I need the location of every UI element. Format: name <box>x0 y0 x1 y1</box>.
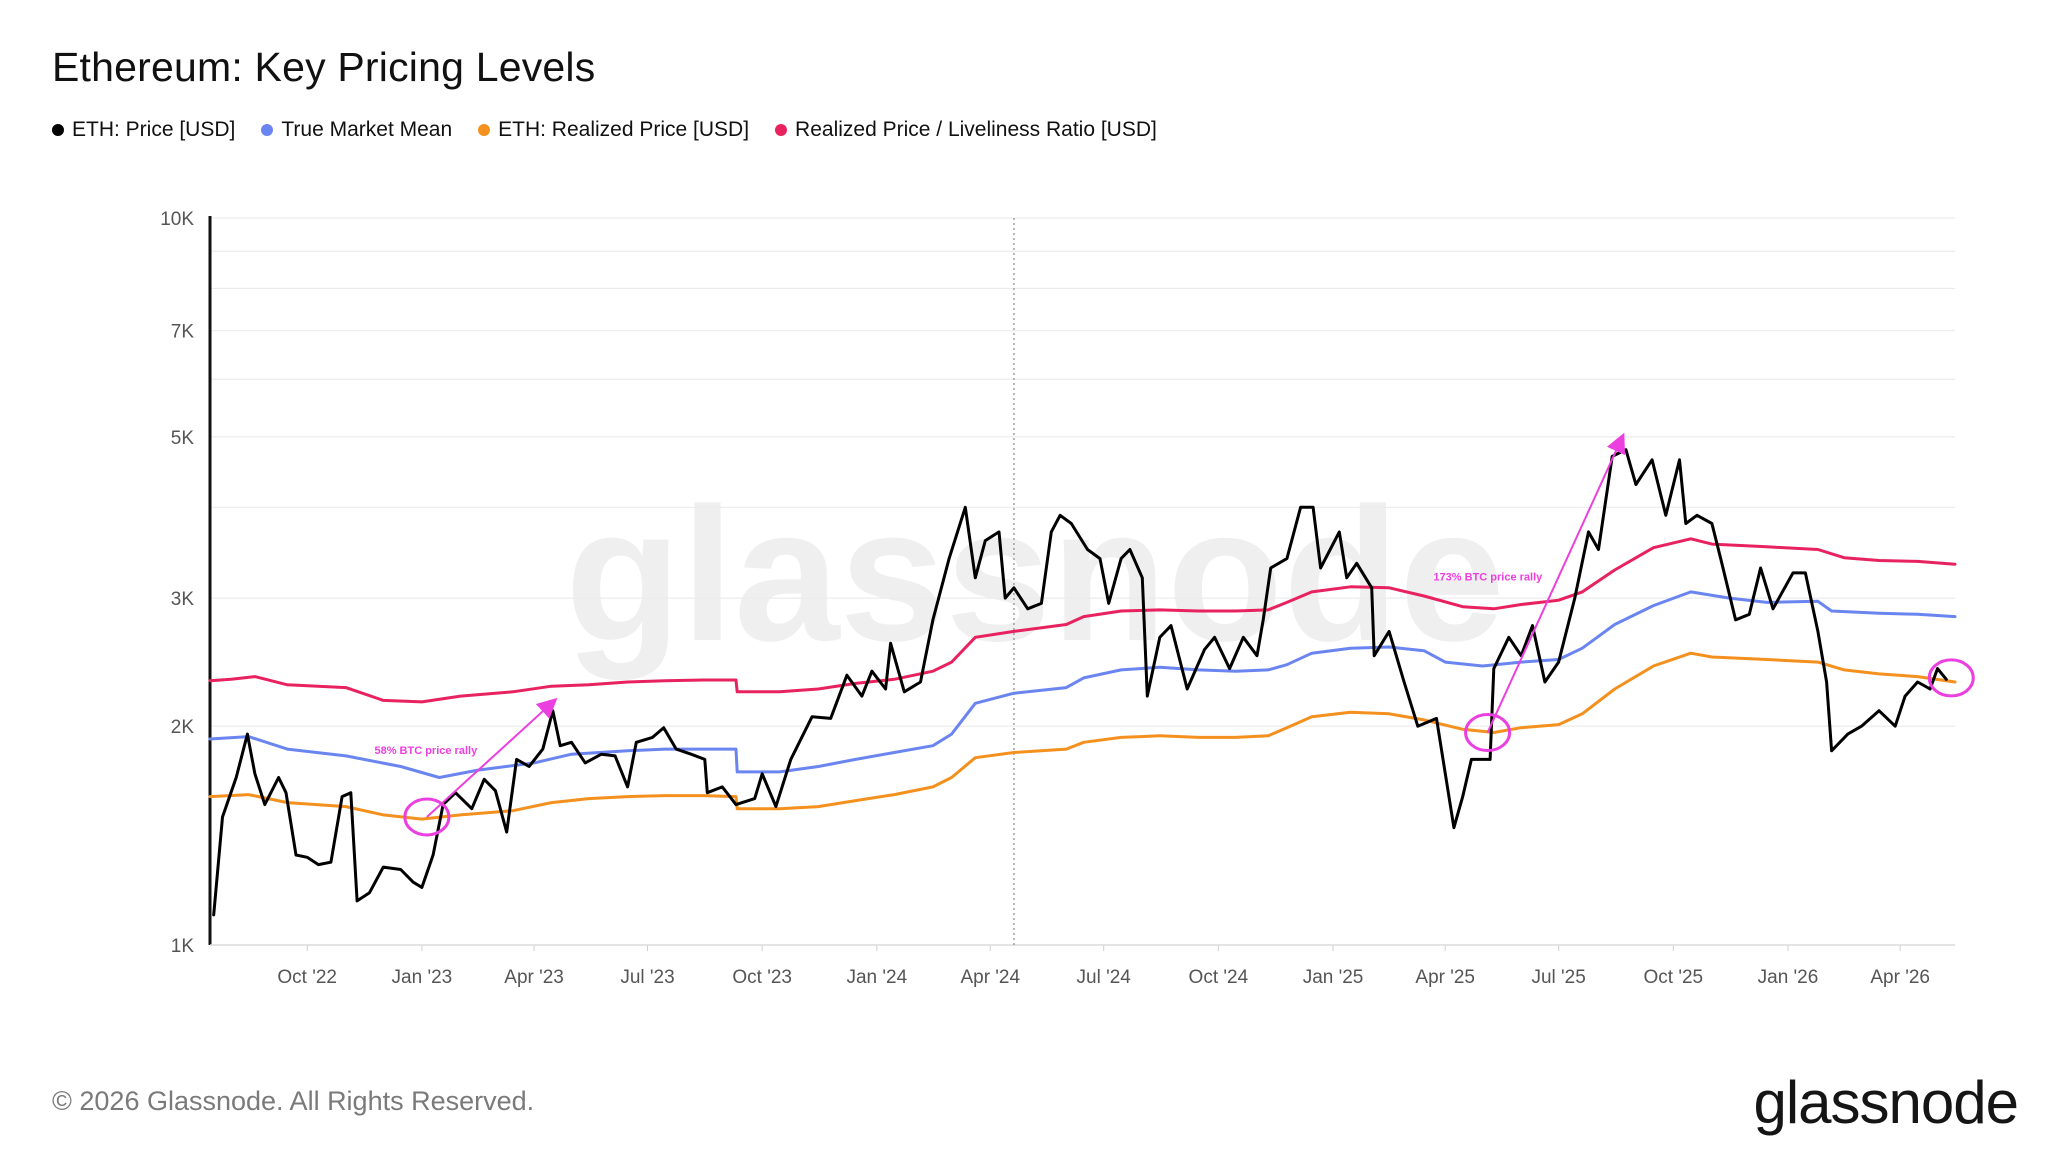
series-line-eth-realized-price-usd <box>208 651 1957 821</box>
annotation-circle <box>1464 713 1512 753</box>
legend-item-eth-price[interactable]: ETH: Price [USD] <box>52 118 235 142</box>
chart-title: Ethereum: Key Pricing Levels <box>52 44 596 90</box>
x-tick-label: Apr '24 <box>960 967 1020 988</box>
y-tick-label: 1K <box>171 936 195 957</box>
y-tick-label: 2K <box>171 717 195 738</box>
annotation-label: 173% BTC price rally <box>1433 571 1543 583</box>
legend-label: True Market Mean <box>281 118 453 141</box>
x-tick-label: Oct '25 <box>1644 967 1704 988</box>
x-tick-label: Jul '24 <box>1077 967 1132 988</box>
legend-label: ETH: Price [USD] <box>72 118 236 141</box>
annotation-arrow <box>1486 432 1626 733</box>
legend-item-true-market-mean[interactable]: True Market Mean <box>261 118 452 142</box>
x-tick-label: Jan '24 <box>846 967 907 988</box>
y-tick-label: 5K <box>171 428 195 449</box>
x-tick-label: Apr '23 <box>504 967 564 988</box>
legend-dot-icon <box>478 124 491 136</box>
series-line-eth-price-usd <box>212 448 1948 917</box>
x-tick-label: Jan '26 <box>1758 967 1819 988</box>
x-tick-label: Apr '26 <box>1870 967 1930 988</box>
annotation-label: 58% BTC price rally <box>374 745 478 757</box>
x-tick-label: Jul '23 <box>620 967 674 988</box>
x-tick-label: Oct '24 <box>1189 967 1249 988</box>
legend-dot-icon <box>261 124 274 136</box>
annotation-circle <box>403 797 451 837</box>
x-tick-label: Jan '23 <box>392 967 453 988</box>
legend-item-liveliness-ratio[interactable]: Realized Price / Liveliness Ratio [USD] <box>775 118 1157 142</box>
x-tick-label: Oct '22 <box>277 967 337 988</box>
series-line-true-market-mean <box>208 590 1957 779</box>
chart-legend: ETH: Price [USD] True Market Mean ETH: R… <box>52 118 1157 142</box>
legend-item-realized-price[interactable]: ETH: Realized Price [USD] <box>478 118 749 142</box>
x-tick-label: Oct '23 <box>732 967 792 988</box>
x-tick-label: Jan '25 <box>1303 967 1364 988</box>
annotation-arrow <box>426 697 558 818</box>
y-tick-label: 7K <box>171 322 195 343</box>
legend-label: ETH: Realized Price [USD] <box>498 118 750 141</box>
y-tick-label: 10K <box>160 209 194 230</box>
x-tick-label: Jul '25 <box>1531 967 1585 988</box>
glassnode-logo: glassnode <box>1753 1069 2019 1136</box>
legend-label: Realized Price / Liveliness Ratio [USD] <box>795 118 1157 141</box>
x-tick-label: Apr '25 <box>1415 967 1475 988</box>
y-tick-label: 3K <box>171 589 195 610</box>
legend-dot-icon <box>52 124 64 136</box>
series-line-realized-price-liveliness-ratio-usd <box>208 537 1957 704</box>
copyright-text: © 2026 Glassnode. All Rights Reserved. <box>52 1086 535 1116</box>
legend-dot-icon <box>775 124 788 136</box>
annotation-circle <box>1927 658 1975 698</box>
